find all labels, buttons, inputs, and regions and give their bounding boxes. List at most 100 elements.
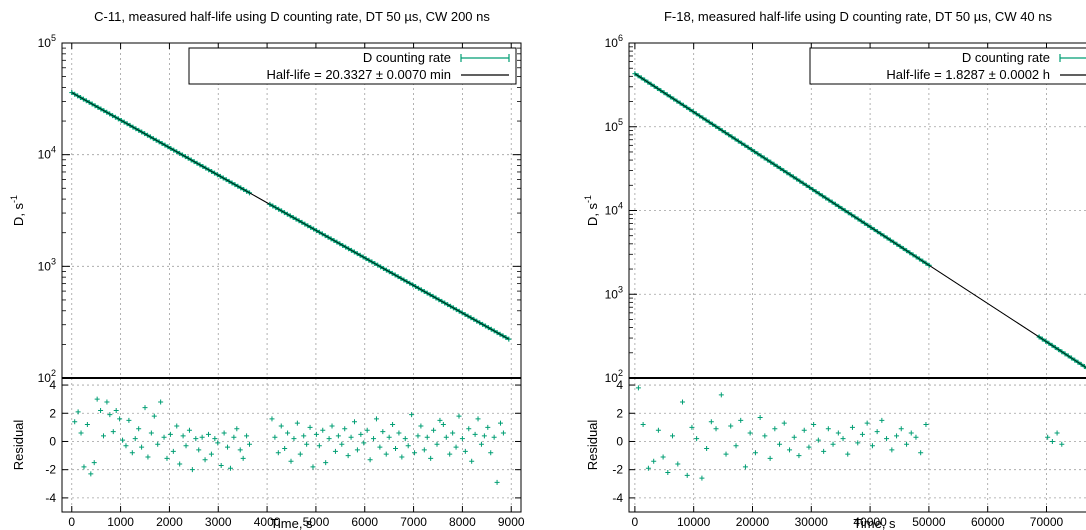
residual-point [278,423,284,429]
fit-line [634,73,1086,369]
residual-point [142,405,148,411]
residual-point [199,434,205,440]
residual-point [151,413,157,419]
residual-point [894,433,900,439]
residual-point [339,441,345,447]
residual-point [733,443,739,449]
residual-point [481,433,487,439]
residual-point [908,430,914,436]
grid [62,42,521,512]
residual-point [393,446,399,452]
residual-point [913,434,919,440]
residual-point [500,430,506,436]
residual-point [326,436,332,442]
legend-label-data: D counting rate [962,50,1050,65]
legend: D counting rate Half-life = 20.3327 ± 0.0… [188,47,517,85]
residual-point [821,448,827,454]
residual-point [801,427,807,433]
residual-point [155,441,161,447]
residual-point [747,430,753,436]
residual-point [288,458,294,464]
residual-points [635,385,1065,481]
grid [629,42,1086,512]
residual-point [316,443,322,449]
residual-point [485,424,491,430]
legend-label-fit: Half-life = 1.8287 ± 0.0002 h [886,67,1050,82]
residual-point [923,422,929,428]
residual-point [193,436,199,442]
residual-point [437,417,443,423]
residual-point [161,434,167,440]
x-tick-label: 8000 [449,515,476,529]
residual-point [291,436,297,442]
residual-point [345,453,351,459]
residual-point [904,441,910,447]
legend-label-fit: Half-life = 20.3327 ± 0.0070 min [266,67,451,82]
residual-point [72,419,78,425]
plot-frame [61,42,522,513]
residual-point [660,454,666,460]
residual-point [450,430,456,436]
residual-point [488,450,494,456]
residual-point [459,436,465,442]
residual-point [145,454,151,460]
residual-point [272,434,278,440]
residual-point [208,451,214,457]
residual-point [335,433,341,439]
residual-point [713,426,719,432]
x-tick-label: 1000 [107,515,134,529]
residual-point [418,423,424,429]
residual-point [898,426,904,432]
residual-tick-label: 0 [49,434,56,448]
residual-point [447,451,453,457]
residual-point [405,443,411,449]
residual-axis-label: Residual [11,420,26,471]
residual-tick-label: 4 [49,378,56,392]
residual-tick-label: 2 [616,406,623,420]
residual-point [1059,441,1065,447]
residual-point [189,467,195,473]
residual-point [811,422,817,428]
residual-point [762,433,768,439]
residual-point [815,437,821,443]
residual-point [409,412,415,418]
residual-point [237,447,243,453]
residual-point [675,461,681,467]
f18-panel: F-18, measured half-life using D countin… [583,9,1086,530]
residual-point [864,420,870,426]
x-tick-label: 60000 [971,515,1005,529]
residual-point [107,412,113,418]
residual-point [215,440,221,446]
residual-point [655,427,661,433]
residual-point [640,422,646,428]
residual-point [453,444,459,450]
residual-point [234,426,240,432]
residual-point [240,455,246,461]
residual-point [399,454,405,460]
x-axis-label: Time, s [853,516,896,530]
residual-point [742,464,748,470]
legend-label-data: D counting rate [363,50,451,65]
residual-point [859,431,865,437]
residual-point [402,436,408,442]
residual-point [475,416,481,422]
residual-point [158,399,164,405]
x-tick-label: 0 [632,515,639,529]
residual-point [196,447,202,453]
residual-point [412,450,418,456]
residual-point [117,416,123,422]
residual-point [443,434,449,440]
y-tick-label: 103 [38,256,56,273]
residual-point [269,416,275,422]
x-tick-label: 20000 [736,515,770,529]
residual-point [364,427,370,433]
residual-point [738,417,744,423]
residual-point [635,385,641,391]
residual-point [231,434,237,440]
residual-point [396,430,402,436]
residual-tick-label: 2 [49,406,56,420]
x-tick-label: 5000 [303,515,330,529]
residual-point [167,431,173,437]
residual-point [351,419,357,425]
residual-point [767,455,773,461]
